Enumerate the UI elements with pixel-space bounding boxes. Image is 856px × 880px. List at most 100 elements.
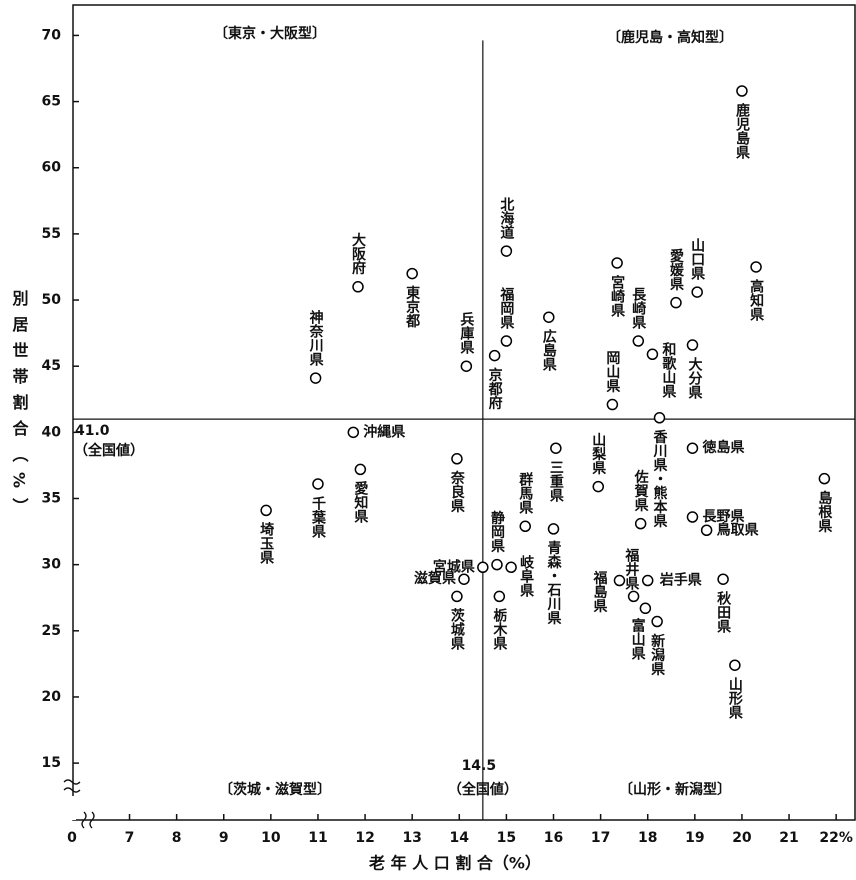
x-tick-label: 21 (779, 830, 798, 846)
x-tick-label: 12 (355, 830, 374, 846)
quadrant-label: 〔山形・新潟型〕 (619, 781, 731, 798)
x-tick-label: 20 (732, 830, 752, 846)
point-label: 岡山県 (604, 351, 620, 394)
y-tick-label: 65 (42, 94, 61, 110)
reference-label: 41.0 (75, 423, 110, 439)
point-label: 兵庫県 (458, 312, 474, 356)
point (717, 573, 729, 585)
point (491, 558, 503, 571)
point (309, 372, 322, 384)
point-label: 栃木県 (491, 608, 508, 652)
point (519, 520, 531, 533)
point (493, 590, 506, 603)
y-tick-label: 45 (42, 358, 61, 374)
point-label: 埼玉県 (258, 522, 274, 566)
point-label: 富山県 (630, 618, 646, 662)
x-break-label: 0 (67, 830, 77, 846)
point (686, 511, 699, 523)
point-label: 青森・石川県 (546, 540, 563, 626)
point (641, 574, 654, 587)
y-axis-break (63, 779, 81, 793)
point-label: 徳島県 (701, 439, 744, 456)
point (451, 590, 463, 603)
y-axis-label: 別居世帯割合（%） (10, 290, 29, 524)
point (670, 296, 682, 309)
x-tick-label: 11 (308, 830, 327, 846)
x-axis-break (81, 811, 95, 829)
point-label: 岩手県 (659, 572, 702, 589)
y-axis-gap (70, 796, 76, 820)
point (488, 349, 501, 362)
point-label: 長野県 (702, 509, 744, 525)
point (686, 339, 699, 351)
point-label: 島根県 (816, 490, 832, 534)
point (606, 398, 619, 411)
point-label: 宮崎県 (609, 274, 625, 318)
y-tick-label: 55 (42, 226, 61, 242)
point (686, 442, 699, 454)
point (627, 590, 640, 603)
y-tick-label: 25 (42, 623, 61, 639)
point-label: 香川県・熊本県 (652, 429, 669, 529)
point (729, 659, 741, 671)
point-label: 滋賀県 (414, 570, 456, 587)
reference-note: （全国値） (74, 442, 144, 459)
point (651, 615, 663, 628)
point-label: 岐阜県 (518, 555, 534, 599)
point (347, 426, 360, 439)
x-tick-label: 15 (497, 830, 516, 846)
point (460, 360, 473, 372)
reference-note: （全国値） (448, 781, 518, 798)
point (505, 561, 517, 574)
plot-frame (72, 4, 856, 821)
point (451, 453, 463, 465)
point (613, 574, 626, 587)
point-label: 千葉県 (310, 495, 327, 539)
y-tick-label: 50 (42, 292, 62, 308)
y-tick-label: 30 (42, 557, 62, 573)
point-label: 山梨県 (590, 433, 607, 476)
point (592, 480, 605, 493)
point-label: 京都府 (487, 367, 504, 411)
point (750, 261, 762, 273)
point-label: 佐賀県 (633, 469, 650, 513)
x-tick-label: 18 (638, 830, 657, 846)
point (500, 335, 513, 347)
point-label: 大阪府 (350, 232, 366, 276)
point-label: 福島県 (591, 570, 608, 614)
x-tick-label: 22% (819, 830, 853, 846)
y-tick-label: 70 (42, 27, 62, 43)
point (634, 517, 647, 530)
point (736, 85, 748, 97)
point-label: 神奈川県 (308, 309, 325, 367)
quadrant-label: 〔茨城・滋賀型〕 (219, 781, 331, 798)
point (543, 311, 555, 323)
point-label: 山口県 (689, 238, 705, 281)
point-label: 福岡県 (498, 286, 515, 330)
y-tick-label: 20 (42, 689, 62, 705)
x-axis-label: 老 年 人 口 割 合（%） (368, 854, 541, 873)
point-label: 広島県 (541, 329, 557, 373)
x-tick-label: 14 (450, 830, 470, 846)
x-tick-label: 17 (591, 830, 610, 846)
point (653, 412, 666, 424)
point-label: 沖縄県 (363, 423, 405, 440)
point (354, 463, 367, 476)
x-tick-label: 7 (125, 830, 135, 846)
y-tick-label: 35 (42, 490, 61, 506)
x-tick-label: 13 (402, 830, 421, 846)
point-label: 鳥取県 (717, 521, 759, 538)
point-label: 群馬県 (517, 472, 534, 516)
point (818, 472, 831, 485)
y-tick-label: 40 (42, 424, 62, 440)
point-label: 秋田県 (715, 591, 731, 635)
point (312, 478, 324, 490)
quadrant-label: 〔鹿児島・高知型〕 (607, 29, 733, 46)
point (500, 245, 513, 257)
point-label: 高知県 (748, 278, 764, 322)
point (547, 523, 560, 535)
point-label: 山形県 (727, 677, 743, 720)
point (632, 335, 645, 347)
point-label: 福井県 (623, 548, 640, 592)
